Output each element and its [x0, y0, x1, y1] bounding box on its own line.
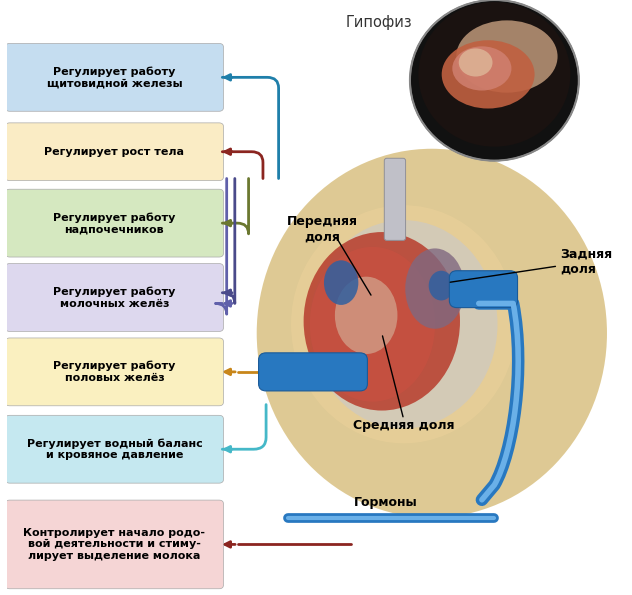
FancyBboxPatch shape	[5, 43, 224, 111]
Ellipse shape	[310, 220, 497, 428]
Text: Регулирует работу
надпочечников: Регулирует работу надпочечников	[53, 212, 176, 234]
FancyBboxPatch shape	[5, 123, 224, 181]
Ellipse shape	[442, 40, 535, 108]
Text: Регулирует работу
молочных желёз: Регулирует работу молочных желёз	[53, 286, 176, 309]
FancyBboxPatch shape	[384, 158, 406, 240]
FancyBboxPatch shape	[5, 415, 224, 483]
Text: Гипофиз: Гипофиз	[345, 15, 412, 30]
Text: Контролирует начало родо-
вой деятельности и стиму-
лирует выделение молока: Контролирует начало родо- вой деятельнос…	[23, 528, 205, 561]
Ellipse shape	[459, 48, 492, 77]
FancyBboxPatch shape	[5, 189, 224, 257]
Ellipse shape	[257, 149, 607, 518]
FancyBboxPatch shape	[449, 271, 518, 308]
Text: Передняя
доля: Передняя доля	[287, 215, 358, 243]
Circle shape	[410, 0, 579, 161]
FancyBboxPatch shape	[5, 500, 224, 589]
Text: Регулирует работу
половых желёз: Регулирует работу половых желёз	[53, 361, 176, 383]
FancyBboxPatch shape	[5, 338, 224, 406]
Ellipse shape	[310, 247, 435, 402]
Text: Регулирует рост тела: Регулирует рост тела	[44, 147, 185, 156]
FancyBboxPatch shape	[5, 264, 224, 331]
Text: Регулирует водный баланс
и кровяное давление: Регулирует водный баланс и кровяное давл…	[27, 438, 202, 461]
Text: Средняя доля: Средняя доля	[353, 419, 454, 432]
Ellipse shape	[324, 261, 358, 305]
Ellipse shape	[303, 232, 460, 411]
Ellipse shape	[291, 205, 516, 443]
Ellipse shape	[456, 20, 557, 93]
Text: Задняя
доля: Задняя доля	[560, 248, 612, 276]
Ellipse shape	[418, 2, 571, 147]
Ellipse shape	[335, 277, 398, 354]
Ellipse shape	[428, 271, 454, 300]
Ellipse shape	[405, 248, 465, 329]
Text: Регулирует работу
щитовидной железы: Регулирует работу щитовидной железы	[47, 66, 182, 89]
FancyBboxPatch shape	[258, 353, 367, 391]
Text: Гормоны: Гормоны	[354, 496, 417, 509]
Ellipse shape	[453, 46, 511, 90]
